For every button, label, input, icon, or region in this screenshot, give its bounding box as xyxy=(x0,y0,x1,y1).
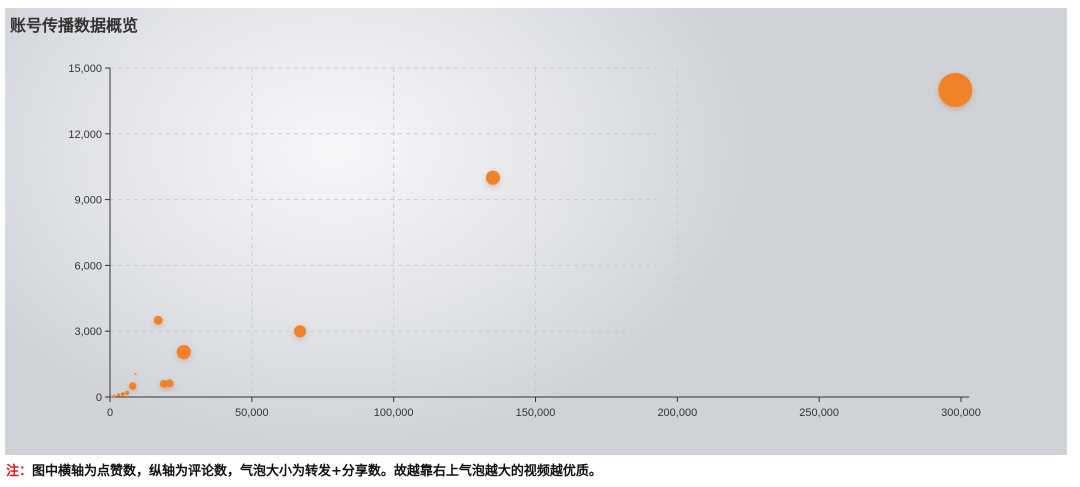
footnote-label: 注： xyxy=(6,464,33,479)
x-tick-label: 0 xyxy=(107,407,113,419)
y-tick-label: 3,000 xyxy=(74,326,102,338)
y-tick-label: 15,000 xyxy=(68,63,102,75)
footnote: 注：图中横轴为点赞数，纵轴为评论数，气泡大小为转发+分享数。故越靠右上气泡越大的… xyxy=(6,460,602,479)
y-tick-label: 0 xyxy=(96,392,102,404)
chart-panel: 账号传播数据概览 0 3,000 6,000 9,000 12,000 15,000 0 50… xyxy=(5,8,1067,455)
bubble-point xyxy=(938,72,973,107)
chart-title: 账号传播数据概览 xyxy=(10,16,139,35)
x-tick-label: 200,000 xyxy=(657,407,697,419)
bubble-point xyxy=(485,170,501,185)
bubble-point xyxy=(124,390,130,396)
bubble-point xyxy=(153,315,163,325)
x-tick-label: 50,000 xyxy=(235,407,269,419)
x-tick-label: 300,000 xyxy=(941,407,981,419)
bubble-chart: 0 3,000 6,000 9,000 12,000 15,000 0 50,000 100,0… xyxy=(68,63,981,419)
bubble-point xyxy=(165,379,174,388)
bubble-point xyxy=(112,394,116,398)
bubble-point xyxy=(294,325,307,338)
bubble-point xyxy=(134,372,137,375)
bubble-point xyxy=(116,393,121,397)
x-tick-label: 150,000 xyxy=(516,407,556,419)
x-tick-label: 100,000 xyxy=(374,407,414,419)
y-tick-label: 6,000 xyxy=(74,260,102,272)
bubble-point xyxy=(176,344,191,360)
footnote-text: 图中横轴为点赞数，纵轴为评论数，气泡大小为转发+分享数。故越靠右上气泡越大的视频… xyxy=(32,464,602,479)
bubble-point xyxy=(120,392,125,397)
y-tick-label: 12,000 xyxy=(68,129,102,141)
bubble-point xyxy=(110,395,113,398)
bubble-point xyxy=(128,382,137,390)
x-tick-label: 250,000 xyxy=(799,407,839,419)
y-tick-label: 9,000 xyxy=(74,195,102,207)
